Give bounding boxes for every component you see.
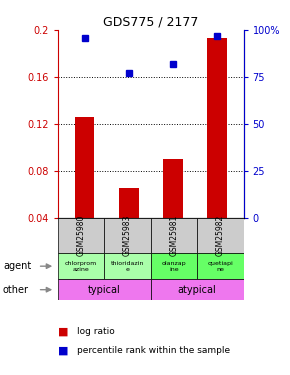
Bar <box>207 38 227 218</box>
Bar <box>104 253 151 279</box>
Bar <box>197 253 244 279</box>
Text: ■: ■ <box>58 346 68 355</box>
Bar <box>58 253 104 279</box>
Text: ■: ■ <box>58 327 68 337</box>
Bar <box>163 159 183 218</box>
Text: GSM25982: GSM25982 <box>216 214 225 256</box>
Bar <box>151 217 197 253</box>
Bar <box>151 253 197 279</box>
Text: quetiapi
ne: quetiapi ne <box>208 261 233 272</box>
Bar <box>119 188 139 218</box>
Bar <box>58 279 151 300</box>
Text: GSM25983: GSM25983 <box>123 214 132 256</box>
Text: typical: typical <box>88 285 121 295</box>
Bar <box>151 279 244 300</box>
Text: agent: agent <box>3 261 31 271</box>
Bar <box>58 217 104 253</box>
Text: thioridazin
e: thioridazin e <box>111 261 144 272</box>
Text: olanzap
ine: olanzap ine <box>162 261 186 272</box>
Text: atypical: atypical <box>178 285 217 295</box>
Text: percentile rank within the sample: percentile rank within the sample <box>77 346 230 355</box>
Bar <box>104 217 151 253</box>
Text: chlorprom
azine: chlorprom azine <box>65 261 97 272</box>
Text: log ratio: log ratio <box>77 327 115 336</box>
Text: GSM25981: GSM25981 <box>169 214 179 256</box>
Bar <box>197 217 244 253</box>
Title: GDS775 / 2177: GDS775 / 2177 <box>103 16 198 29</box>
Text: other: other <box>3 285 29 295</box>
Text: GSM25980: GSM25980 <box>77 214 86 256</box>
Bar <box>75 117 95 218</box>
